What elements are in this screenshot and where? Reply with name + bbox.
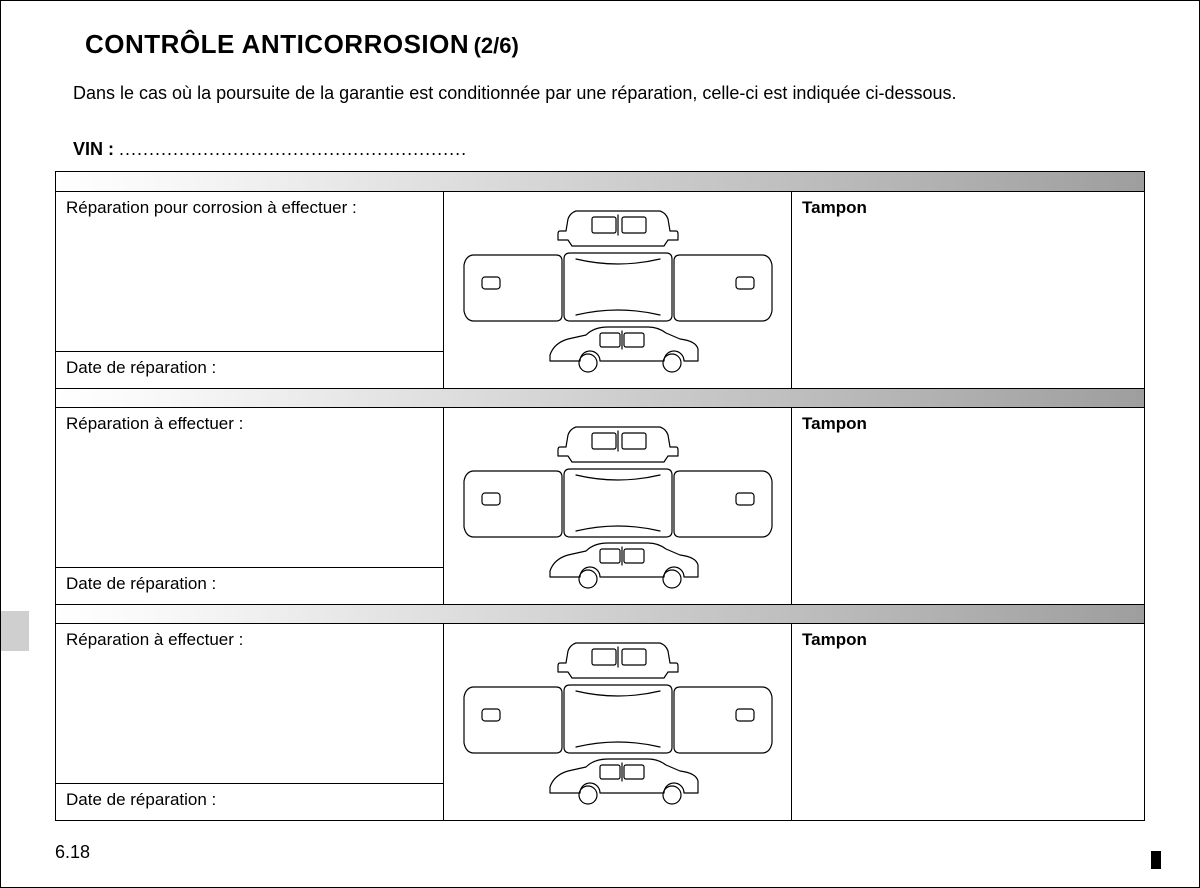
page-title-pagination: (2/6) <box>474 33 519 58</box>
date-label: Date de réparation : <box>56 784 443 820</box>
record-left-col: Réparation pour corrosion à effectuer : … <box>56 192 444 388</box>
page-header: CONTRÔLE ANTICORROSION (2/6) <box>85 29 519 60</box>
stamp-label: Tampon <box>792 624 1144 820</box>
left-margin-tab <box>1 611 29 651</box>
crop-marker <box>1151 851 1161 869</box>
car-unfold-diagram-icon <box>458 421 778 591</box>
car-diagram-cell <box>444 624 792 820</box>
stamp-label: Tampon <box>792 408 1144 604</box>
record-row: Réparation pour corrosion à effectuer : … <box>56 192 1144 388</box>
record-row: Réparation à effectuer : Date de réparat… <box>56 408 1144 604</box>
car-diagram-cell <box>444 192 792 388</box>
date-label: Date de réparation : <box>56 352 443 388</box>
gradient-divider <box>56 172 1144 192</box>
vin-blank-line: ........................................… <box>119 139 467 159</box>
record-left-col: Réparation à effectuer : Date de réparat… <box>56 624 444 820</box>
intro-text: Dans le cas où la poursuite de la garant… <box>73 83 957 104</box>
repair-label: Réparation à effectuer : <box>56 408 443 568</box>
car-unfold-diagram-icon <box>458 637 778 807</box>
car-diagram-cell <box>444 408 792 604</box>
page-number: 6.18 <box>55 842 90 863</box>
gradient-divider <box>56 388 1144 408</box>
gradient-divider <box>56 604 1144 624</box>
record-row: Réparation à effectuer : Date de réparat… <box>56 624 1144 820</box>
vin-label: VIN : <box>73 139 114 159</box>
vin-field: VIN : ..................................… <box>73 139 467 160</box>
record-left-col: Réparation à effectuer : Date de réparat… <box>56 408 444 604</box>
repair-label: Réparation à effectuer : <box>56 624 443 784</box>
repair-label: Réparation pour corrosion à effectuer : <box>56 192 443 352</box>
car-unfold-diagram-icon <box>458 205 778 375</box>
date-label: Date de réparation : <box>56 568 443 604</box>
stamp-label: Tampon <box>792 192 1144 388</box>
manual-page: CONTRÔLE ANTICORROSION (2/6) Dans le cas… <box>0 0 1200 888</box>
records-table: Réparation pour corrosion à effectuer : … <box>55 171 1145 821</box>
page-title: CONTRÔLE ANTICORROSION <box>85 29 469 59</box>
